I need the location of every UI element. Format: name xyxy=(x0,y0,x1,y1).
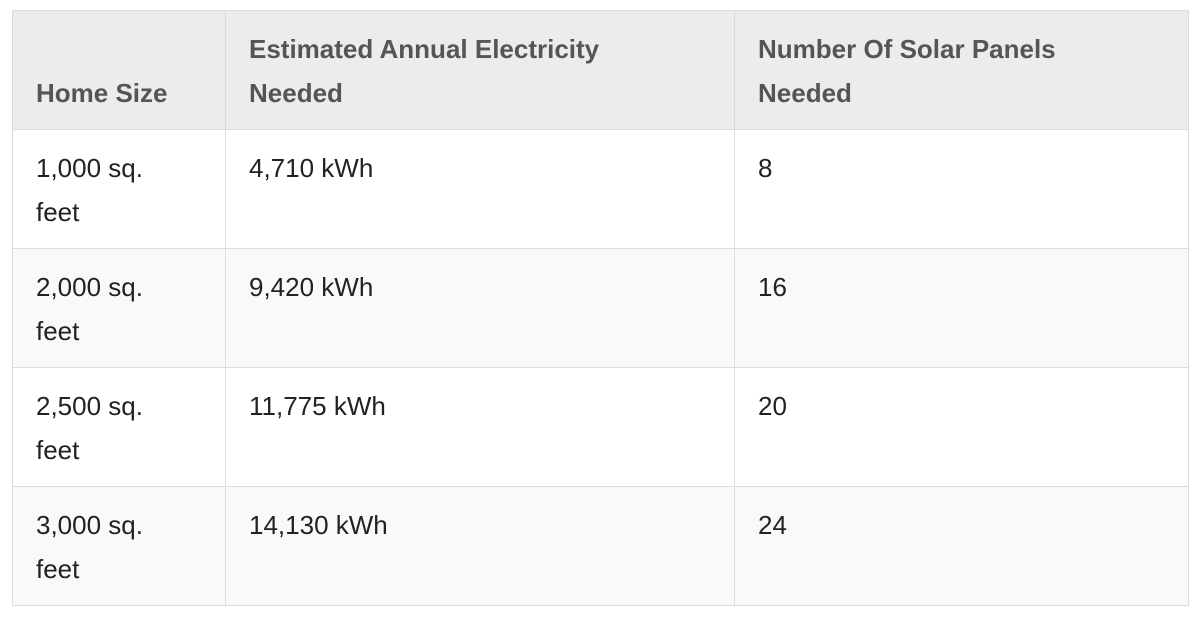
header-row: Home Size Estimated Annual Electricity Ne… xyxy=(12,10,1189,130)
table-cell: 1,000 sq. feet xyxy=(12,129,226,249)
table-cell: 14,130 kWh xyxy=(225,486,735,606)
table-head: Home Size Estimated Annual Electricity Ne… xyxy=(12,10,1189,130)
table-row: 2,000 sq. feet 9,420 kWh 16 xyxy=(12,248,1189,368)
header-cell: Home Size xyxy=(12,10,226,130)
table-cell: 24 xyxy=(734,486,1189,606)
header-cell: Number Of Solar Panels Needed xyxy=(734,10,1189,130)
table: Home Size Estimated Annual Electricity Ne… xyxy=(12,10,1189,606)
table-cell: 4,710 kWh xyxy=(225,129,735,249)
table-cell: 2,000 sq. feet xyxy=(12,248,226,368)
table-cell: 9,420 kWh xyxy=(225,248,735,368)
table-body: 1,000 sq. feet 4,710 kWh 8 2,000 sq. feet 9,… xyxy=(12,129,1189,606)
table-row: 1,000 sq. feet 4,710 kWh 8 xyxy=(12,129,1189,249)
table-cell: 20 xyxy=(734,367,1189,487)
table-cell: 2,500 sq. feet xyxy=(12,367,226,487)
header-cell: Estimated Annual Electricity Needed xyxy=(225,10,735,130)
table-cell: 3,000 sq. feet xyxy=(12,486,226,606)
table-row: 3,000 sq. feet 14,130 kWh 24 xyxy=(12,486,1189,606)
table-cell: 8 xyxy=(734,129,1189,249)
table-cell: 16 xyxy=(734,248,1189,368)
table-cell: 11,775 kWh xyxy=(225,367,735,487)
table-container: Home Size Estimated Annual Electricity Ne… xyxy=(12,10,1189,606)
table-row: 2,500 sq. feet 11,775 kWh 20 xyxy=(12,367,1189,487)
